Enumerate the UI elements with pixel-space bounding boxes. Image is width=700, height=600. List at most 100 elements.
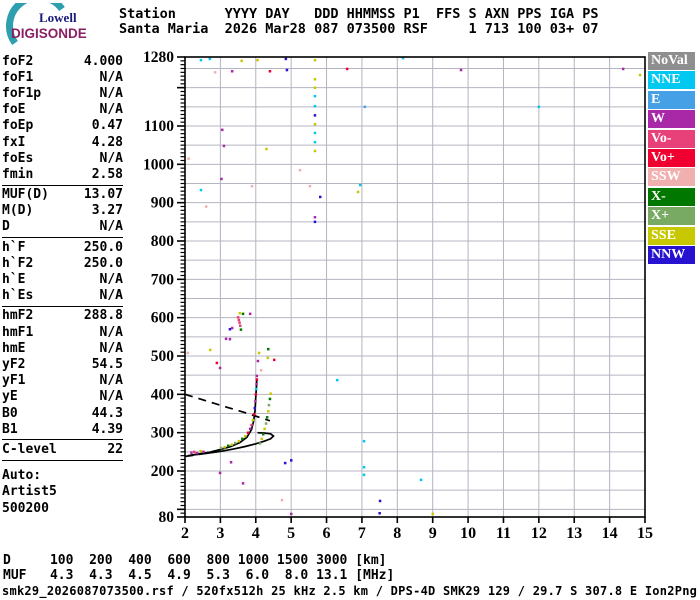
svg-text:900: 900 [151,195,175,212]
param-label: h`E [2,272,26,288]
svg-text:600: 600 [151,310,175,327]
param-label: D [2,219,10,235]
svg-text:8: 8 [393,525,401,542]
param-label: foF1 [2,69,34,85]
legend-item-SSE: SSE [648,226,695,245]
muf-row: MUF 4.3 4.3 4.5 4.9 5.3 6.0 8.0 13.1 [MH… [3,568,395,583]
header-line1: Station YYYY DAY DDD HHMMSS P1 FFS S AXN… [119,6,599,22]
param-value: N/A [99,288,123,304]
param-label: M(D) [2,203,34,219]
svg-text:400: 400 [151,386,175,403]
param-value: 288.8 [83,308,123,324]
svg-text:5: 5 [287,525,295,542]
auto-info-line: Auto: [2,467,42,483]
param-label: h`Es [2,288,34,304]
param-value: 2.58 [91,166,123,182]
d-muf-table: D 100 200 400 600 800 1000 1500 3000 [km… [3,553,394,583]
param-row-foE: foE N/A [2,102,123,118]
station-header: Station YYYY DAY DDD HHMMSS P1 FFS S AXN… [119,7,599,37]
svg-text:15: 15 [637,525,653,542]
param-value: N/A [99,389,123,405]
svg-text:1000: 1000 [143,156,174,173]
param-label: yF2 [2,356,26,372]
svg-text:7: 7 [358,525,366,542]
param-label: yE [2,389,18,405]
param-value: 250.0 [83,255,123,271]
param-value: 4.39 [91,421,123,437]
param-value: 0.47 [91,118,123,134]
param-row-foF1p: foF1p N/A [2,85,123,101]
param-group: hmF2 288.8 hmF1 N/A hmE N/A yF2 54.5 yF1 N/A yE N/A… [2,305,123,440]
svg-text:700: 700 [151,271,175,288]
param-row-M(D): M(D) 3.27 [2,203,123,219]
param-label: B0 [2,405,18,421]
param-row-hmF1: hmF1 N/A [2,324,123,340]
param-value: 13.07 [83,187,123,203]
param-value: N/A [99,272,123,288]
param-value: N/A [99,373,123,389]
svg-text:1100: 1100 [144,118,174,135]
logo-lowell-text: Lowell [39,10,77,25]
param-row-foF1: foF1 N/A [2,69,123,85]
svg-text:14: 14 [602,525,618,542]
legend-item-X-: X- [648,187,695,206]
param-label: hmF2 [2,308,34,324]
param-row-B1: B1 4.39 [2,421,123,437]
param-row-yF2: yF2 54.5 [2,356,123,372]
param-value: N/A [99,340,123,356]
param-row-h`Es: h`Es N/A [2,288,123,304]
legend-item-W: W [648,110,695,129]
param-value: N/A [99,69,123,85]
param-label: foE [2,102,26,118]
legend-item-Vo-: Vo- [648,129,695,148]
param-label: foF1p [2,85,42,101]
digisonde-logo: Lowell DIGISONDE [6,3,87,46]
svg-text:10: 10 [460,525,476,542]
svg-text:1280: 1280 [143,49,174,66]
legend-item-NoVal: NoVal [648,52,695,70]
param-value: 4.28 [91,134,123,150]
status-bar: smk29_2026087073500.rsf / 520fx512h 25 k… [2,584,700,598]
param-row-h`F2: h`F2 250.0 [2,255,123,271]
param-label: h`F [2,239,26,255]
param-value: 250.0 [83,239,123,255]
param-row-foEs: foEs N/A [2,150,123,166]
legend-item-X+: X+ [648,207,695,226]
auto-info-line: Artist5 [2,484,57,499]
param-value: N/A [99,324,123,340]
param-label: hmF1 [2,324,34,340]
param-row-B0: B0 44.3 [2,405,123,421]
autoscaling-info: Auto: Artist5 500200 [2,468,123,518]
svg-text:200: 200 [151,463,175,480]
legend-item-E: E [648,90,695,109]
legend-item-SSW: SSW [648,168,695,187]
param-value: 22 [107,441,123,457]
legend-item-NNE: NNE [648,71,695,90]
param-value: 44.3 [91,405,123,421]
param-row-hmF2: hmF2 288.8 [2,308,123,324]
legend-item-NNW: NNW [648,245,695,264]
param-row-yF1: yF1 N/A [2,373,123,389]
param-label: foEp [2,118,34,134]
param-row-foF2: foF2 4.000 [2,53,123,69]
param-label: B1 [2,421,18,437]
param-row-h`E: h`E N/A [2,271,123,287]
auto-info-line: 500200 [2,500,49,516]
param-row-D: D N/A [2,219,123,235]
svg-text:13: 13 [566,525,582,542]
param-row-yE: yE N/A [2,389,123,405]
param-row-C-level: C-level 22 [2,441,123,457]
svg-text:4: 4 [252,525,260,542]
param-label: hmE [2,340,26,356]
echo-color-legend: NoVal NNE E W Vo- Vo+ SSW X- X+ SSE NNW [648,52,695,265]
param-value: N/A [99,85,123,101]
d-row: D 100 200 400 600 800 1000 1500 3000 [km… [3,553,387,568]
param-label: foF2 [2,53,34,69]
svg-text:12: 12 [531,525,547,542]
param-label: C-level [2,441,57,457]
param-row-h`F: h`F 250.0 [2,239,123,255]
header-line2: Santa Maria 2026 Mar28 087 073500 RSF 1 … [119,21,599,37]
svg-text:500: 500 [151,348,175,365]
param-group: foF2 4.000 foF1 N/A foF1p N/A foE N/A foEp 0.47 fx… [2,52,123,185]
